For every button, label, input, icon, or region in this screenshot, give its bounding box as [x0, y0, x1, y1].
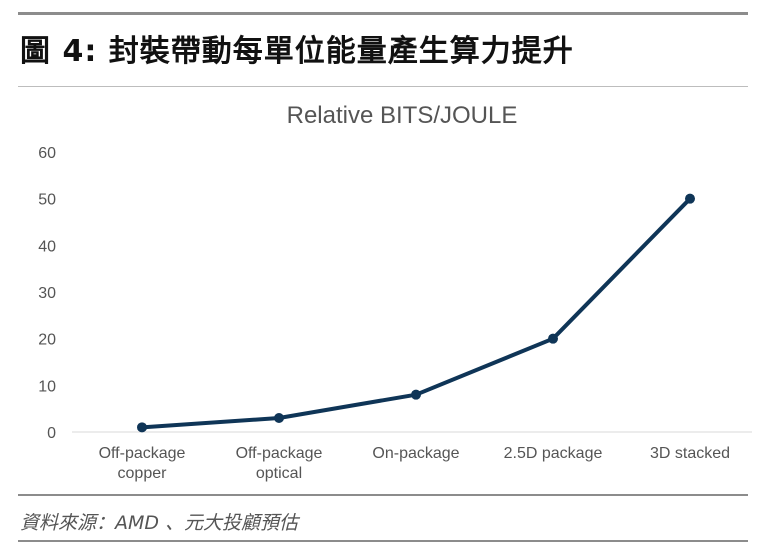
y-axis-ticks: 0 10 20 30 40 50 60 [38, 145, 56, 442]
x-tick-label: 3D stacked [650, 445, 730, 462]
y-tick-label: 40 [38, 238, 56, 255]
x-tick-label-line: optical [256, 465, 302, 482]
series-group [137, 193, 695, 433]
source-note: 資料來源：AMD 、元大投顧預估 [20, 512, 299, 534]
y-tick-label: 10 [38, 378, 56, 395]
data-point [137, 422, 147, 433]
data-point [411, 389, 421, 400]
x-tick-label: 2.5D package [504, 445, 603, 462]
y-tick-label: 30 [38, 285, 56, 302]
x-tick-label-line: Off-package [99, 445, 186, 462]
y-tick-label: 0 [47, 425, 56, 442]
top-rule [18, 12, 748, 15]
title-divider [18, 86, 748, 87]
x-tick-label: Off-package copper [99, 445, 186, 482]
x-tick-label-line: 2.5D package [504, 445, 603, 462]
data-point [685, 193, 695, 204]
source-top-rule [18, 494, 748, 496]
source-bottom-rule [18, 540, 748, 542]
x-tick-label: Off-package optical [236, 445, 323, 482]
data-point [274, 413, 284, 423]
y-tick-label: 20 [38, 332, 56, 349]
x-axis-ticks: Off-package copper Off-package optical On-pa… [99, 445, 730, 482]
y-tick-label: 50 [38, 192, 56, 209]
chart-title: Relative BITS/JOULE [287, 102, 518, 129]
x-tick-label-line: Off-package [236, 445, 323, 462]
x-tick-label: On-package [372, 445, 459, 462]
x-tick-label-line: On-package [372, 445, 459, 462]
x-tick-label-line: copper [118, 465, 168, 482]
y-tick-label: 60 [38, 145, 56, 162]
figure-title: 圖 4: 封裝帶動每單位能量產生算力提升 [20, 34, 574, 69]
data-point [548, 333, 558, 344]
x-tick-label-line: 3D stacked [650, 445, 730, 462]
